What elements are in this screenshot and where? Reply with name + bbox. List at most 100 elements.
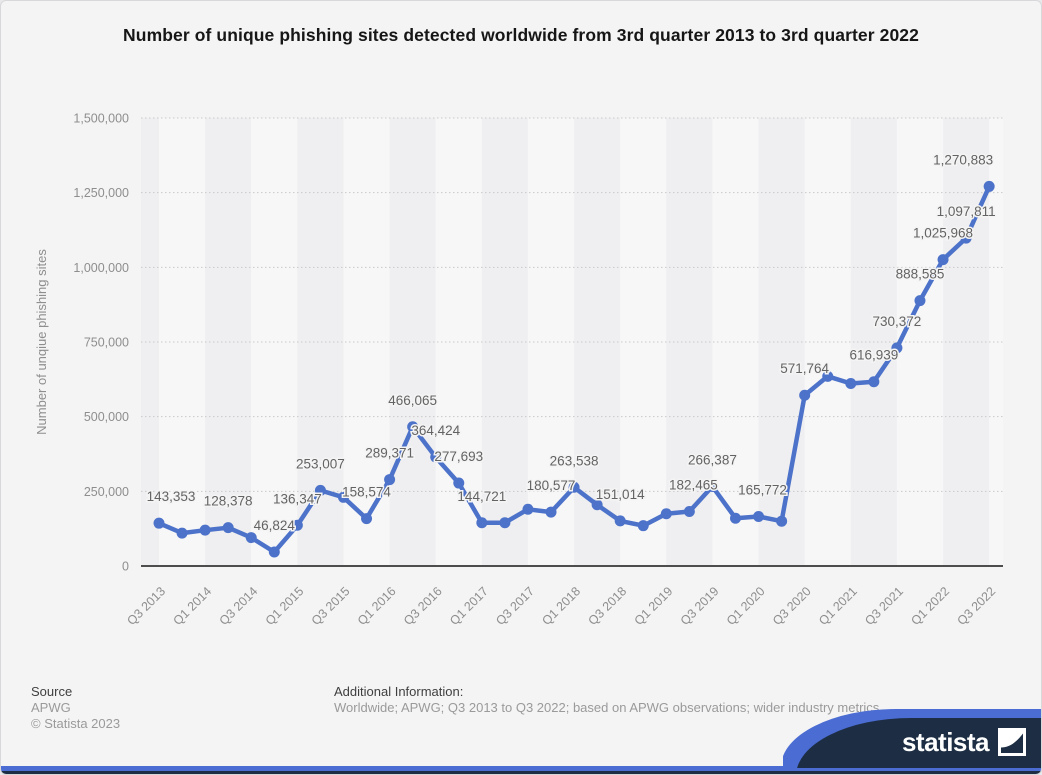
data-point-label: 136,347 xyxy=(273,491,322,506)
x-tick-label: Q1 2015 xyxy=(263,584,307,628)
x-tick-label: Q1 2017 xyxy=(447,584,491,628)
x-tick-label: Q3 2021 xyxy=(862,584,906,628)
data-point xyxy=(407,421,419,433)
data-point-label: 466,065 xyxy=(388,393,437,408)
data-point-label: 1,025,968 xyxy=(913,226,973,241)
x-tick-label: Q1 2019 xyxy=(632,584,676,628)
data-point xyxy=(545,506,557,518)
bottom-blue-bar xyxy=(1,766,1041,771)
copyright: © Statista 2023 xyxy=(31,716,121,731)
statista-logo-icon xyxy=(998,728,1026,756)
y-tick-label: 1,250,000 xyxy=(73,186,129,200)
data-point-label: 151,014 xyxy=(596,487,645,502)
data-point xyxy=(822,370,834,382)
data-point-label: 571,764 xyxy=(780,361,829,376)
data-point-label: 266,387 xyxy=(688,452,737,467)
bottom-navy-bar xyxy=(1,771,1041,774)
source-value: APWG xyxy=(31,700,71,715)
data-point-label: 165,772 xyxy=(738,482,787,497)
x-tick-label: Q3 2015 xyxy=(309,584,353,628)
data-point-label: 182,465 xyxy=(669,478,718,493)
data-point xyxy=(730,512,741,524)
y-axis-title: Number of unqiue phishing sites xyxy=(34,249,49,435)
data-point xyxy=(660,508,672,520)
data-point xyxy=(983,180,995,192)
data-point xyxy=(314,484,326,496)
data-point xyxy=(222,522,234,534)
data-point xyxy=(706,480,718,492)
x-tick-label: Q3 2017 xyxy=(493,584,537,628)
data-point-label: 180,577 xyxy=(527,478,576,493)
data-point xyxy=(291,519,303,531)
data-point-label: 46,824 xyxy=(254,518,296,533)
data-point xyxy=(914,295,926,307)
data-point xyxy=(384,474,396,486)
data-point xyxy=(476,517,488,529)
plot-band xyxy=(527,118,575,566)
data-point-label: 128,378 xyxy=(204,494,253,509)
x-tick-label: Q1 2014 xyxy=(170,584,214,628)
data-point xyxy=(499,517,511,529)
data-point xyxy=(522,503,534,515)
chart-title: Number of unique phishing sites detected… xyxy=(123,25,919,45)
data-point xyxy=(568,481,580,493)
plot-band xyxy=(712,118,759,566)
data-point-label: 888,585 xyxy=(896,267,945,282)
plot-band xyxy=(389,118,436,566)
data-point xyxy=(937,254,949,266)
statista-logo-banner: statista xyxy=(783,704,1041,768)
data-point-label: 277,693 xyxy=(434,449,483,464)
plot-band xyxy=(804,118,851,566)
data-point xyxy=(637,520,649,532)
plot-band xyxy=(989,118,1003,566)
data-point xyxy=(614,515,626,527)
data-point xyxy=(845,378,857,390)
data-point-label: 1,097,811 xyxy=(937,204,996,219)
plot-band xyxy=(205,118,252,566)
y-tick-label: 500,000 xyxy=(84,410,129,424)
data-point-label: 1,270,883 xyxy=(933,152,993,167)
data-point xyxy=(960,232,972,244)
x-tick-label: Q3 2014 xyxy=(217,584,261,628)
x-tick-label: Q3 2016 xyxy=(401,584,445,628)
x-tick-label: Q1 2021 xyxy=(816,584,860,628)
y-tick-label: 1,500,000 xyxy=(73,112,129,126)
data-point-label: 616,939 xyxy=(849,348,898,363)
x-tick-label: Q3 2013 xyxy=(124,584,168,628)
data-point xyxy=(361,513,373,525)
source-block: Source APWG © Statista 2023 xyxy=(31,684,120,732)
x-tick-label: Q1 2018 xyxy=(539,584,583,628)
data-point-label: 253,007 xyxy=(296,456,345,471)
data-point xyxy=(891,342,903,354)
data-point xyxy=(776,515,788,527)
data-point xyxy=(176,527,188,539)
data-point xyxy=(199,524,211,536)
data-point xyxy=(591,499,603,511)
data-point xyxy=(245,532,257,544)
additional-info-value: Worldwide; APWG; Q3 2013 to Q3 2022; bas… xyxy=(334,700,880,715)
data-point-label: 158,574 xyxy=(342,485,391,500)
data-point xyxy=(453,477,465,489)
data-point xyxy=(337,491,349,503)
additional-info-label: Additional Information: xyxy=(334,684,464,699)
data-point xyxy=(268,546,280,558)
x-tick-label: Q3 2019 xyxy=(678,584,722,628)
x-tick-label: Q3 2018 xyxy=(586,584,630,628)
data-point xyxy=(753,510,765,522)
statista-logo-text: statista xyxy=(901,727,990,757)
y-tick-label: 750,000 xyxy=(84,336,129,350)
x-tick-label: Q1 2016 xyxy=(355,584,399,628)
x-tick-label: Q1 2020 xyxy=(724,584,768,628)
data-point-label: 730,372 xyxy=(873,314,922,329)
data-point-label: 263,538 xyxy=(550,453,599,468)
x-tick-label: Q3 2020 xyxy=(770,584,814,628)
data-point xyxy=(799,389,811,401)
additional-info-block: Additional Information: Worldwide; APWG;… xyxy=(334,684,879,716)
data-point-label: 143,353 xyxy=(147,489,196,504)
data-point-label: 144,721 xyxy=(457,489,506,504)
y-tick-label: 1,000,000 xyxy=(73,261,129,275)
data-point xyxy=(153,517,165,529)
x-tick-label: Q1 2022 xyxy=(908,584,952,628)
